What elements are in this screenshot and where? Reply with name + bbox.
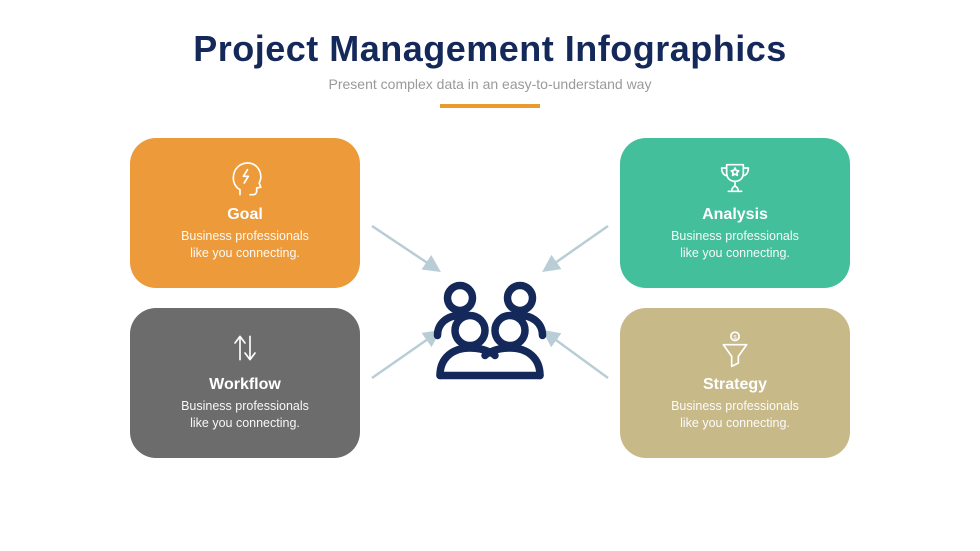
- card-strategy: $ Strategy Business professionals like yo…: [620, 308, 850, 458]
- card-title: Analysis: [640, 206, 830, 224]
- card-title: Strategy: [640, 376, 830, 394]
- people-group-icon: [415, 273, 565, 383]
- card-title: Goal: [150, 206, 340, 224]
- arrows-updown-icon: [150, 326, 340, 370]
- accent-bar: [440, 104, 540, 108]
- card-workflow: Workflow Business professionals like you …: [130, 308, 360, 458]
- card-body: Business professionals like you connecti…: [150, 228, 340, 262]
- page-subtitle: Present complex data in an easy-to-under…: [0, 76, 980, 92]
- card-analysis: Analysis Business professionals like you …: [620, 138, 850, 288]
- card-body: Business professionals like you connecti…: [640, 398, 830, 432]
- header: Project Management Infographics Present …: [0, 0, 980, 108]
- trophy-icon: [640, 156, 830, 200]
- card-body: Business professionals like you connecti…: [150, 398, 340, 432]
- card-title: Workflow: [150, 376, 340, 394]
- head-bolt-icon: [150, 156, 340, 200]
- page-title: Project Management Infographics: [0, 28, 980, 70]
- card-goal: Goal Business professionals like you conn…: [130, 138, 360, 288]
- arrow-goal: [372, 226, 438, 270]
- diagram-canvas: Goal Business professionals like you conn…: [0, 118, 980, 538]
- card-body: Business professionals like you connecti…: [640, 228, 830, 262]
- funnel-dollar-icon: $: [640, 326, 830, 370]
- arrow-analysis: [545, 226, 608, 270]
